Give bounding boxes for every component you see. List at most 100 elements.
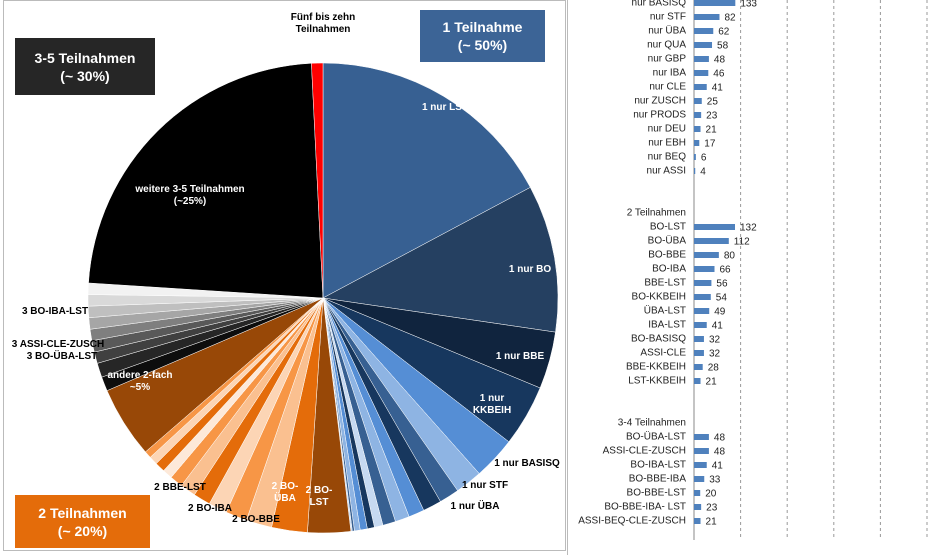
- bar: [694, 252, 719, 258]
- value-label: 4: [700, 167, 706, 178]
- slice-label: 1 nur KKBEIH: [472, 393, 512, 416]
- value-label: 32: [709, 335, 721, 346]
- slice-label: 3 BO-ÜBA-LST: [26, 351, 98, 362]
- bar: [694, 84, 707, 90]
- bar: [694, 140, 700, 146]
- bar: [694, 266, 715, 272]
- value-label: 132: [740, 223, 757, 234]
- value-label: 46: [713, 69, 725, 80]
- category-label: 2 Teilnahmen: [627, 208, 686, 219]
- value-label: 58: [717, 41, 729, 52]
- value-label: 41: [712, 321, 724, 332]
- slice-label: 1 nur STF: [461, 480, 509, 491]
- value-label: 80: [724, 251, 736, 262]
- value-label: 20: [705, 489, 717, 500]
- bar: [694, 490, 701, 496]
- category-label: nur IBA: [653, 68, 687, 79]
- value-label: 82: [724, 13, 736, 24]
- bar: [694, 322, 707, 328]
- slice-label: 2 BO-IBA: [188, 503, 232, 514]
- pie-slice: [88, 63, 324, 299]
- value-label: 54: [716, 293, 728, 304]
- bar: [694, 476, 705, 482]
- category-label: ÜBA-LST: [644, 305, 686, 317]
- bar: [694, 42, 713, 48]
- value-label: 33: [709, 475, 721, 486]
- slice-label: 3 ASSI-CLE-ZUSCH: [11, 339, 105, 350]
- category-label: BO-ÜBA-LST: [626, 431, 686, 443]
- slice-label: 3 BO-IBA-LST: [21, 306, 89, 317]
- annotation-box: 1 Teilnahme (~ 50%): [420, 10, 545, 62]
- category-label: 3-4 Teilnahmen: [618, 418, 686, 429]
- category-label: nur ZUSCH: [634, 96, 686, 107]
- category-label: BBE-LST: [644, 278, 686, 289]
- category-label: LST-KKBEIH: [628, 376, 686, 387]
- bar: [694, 336, 704, 342]
- category-label: BO-IBA-LST: [630, 460, 686, 471]
- category-label: BO-BBE-LST: [627, 488, 686, 499]
- bar: [694, 518, 701, 524]
- value-label: 41: [712, 461, 724, 472]
- category-label: BO-BBE-IBA- LST: [604, 502, 686, 513]
- pie-slice: [322, 187, 559, 333]
- bar: [694, 28, 714, 34]
- bar: [694, 238, 729, 244]
- category-label: nur BEQ: [648, 152, 687, 163]
- category-label: nur CLE: [649, 82, 686, 93]
- category-label: nur ASSI: [647, 166, 686, 177]
- category-label: BBE-KKBEIH: [626, 362, 686, 373]
- slice-label: weitere 3-5 Teilnahmen (~25%): [135, 184, 245, 207]
- bar: [694, 70, 709, 76]
- value-label: 6: [701, 153, 707, 164]
- bar: [694, 308, 710, 314]
- bar: [694, 378, 701, 384]
- value-label: 25: [707, 97, 719, 108]
- value-label: 41: [712, 83, 724, 94]
- value-label: 66: [720, 265, 732, 276]
- pie-slice: [322, 62, 531, 299]
- bar: [694, 364, 703, 370]
- value-label: 48: [714, 433, 726, 444]
- bar: [694, 504, 702, 510]
- slice-label: 1 nur BASISQ: [494, 458, 560, 469]
- slice-label: 2 BO- LST: [305, 485, 333, 508]
- category-label: ASSI-CLE-ZUSCH: [603, 446, 686, 457]
- bar: [694, 224, 736, 230]
- bar: [694, 168, 696, 174]
- category-label: IBA-LST: [648, 320, 686, 331]
- category-label: BO-KKBEIH: [632, 292, 686, 303]
- slice-label: 2 BO- ÜBA: [271, 481, 299, 504]
- category-label: BO-BASISQ: [631, 334, 686, 345]
- bar: [694, 448, 709, 454]
- value-label: 21: [706, 517, 718, 528]
- value-label: 112: [734, 237, 750, 248]
- value-label: 62: [718, 27, 730, 38]
- value-label: 21: [706, 377, 718, 388]
- category-label: nur QUA: [647, 40, 686, 51]
- bar: [694, 294, 711, 300]
- category-label: nur EBH: [648, 138, 686, 149]
- category-label: BO-ÜBA: [648, 235, 687, 247]
- category-label: nur STF: [650, 12, 686, 23]
- category-label: nur ÜBA: [648, 25, 686, 37]
- value-label: 32: [709, 349, 721, 360]
- category-label: nur DEU: [648, 124, 686, 135]
- category-label: ASSI-CLE: [640, 348, 686, 359]
- bar: [694, 0, 736, 6]
- slice-label: 1 nur BO: [508, 264, 552, 275]
- value-label: 49: [714, 307, 726, 318]
- category-label: BO-IBA: [652, 264, 686, 275]
- annotation-box: 2 Teilnahmen (~ 20%): [15, 495, 150, 548]
- slice-label: 2 BO-BBE: [232, 514, 280, 525]
- category-label: nur GBP: [648, 54, 687, 65]
- category-label: BO-BBE: [648, 250, 686, 261]
- bar: [694, 462, 707, 468]
- value-label: 17: [704, 139, 716, 150]
- bar: [694, 112, 702, 118]
- value-label: 23: [706, 503, 718, 514]
- value-label: 133: [740, 0, 757, 10]
- slice-label: 2 BBE-LST: [154, 482, 206, 493]
- slice-label: 1 nur BBE: [495, 351, 545, 362]
- slice-label: Fünf bis zehn Teilnahmen: [290, 12, 356, 35]
